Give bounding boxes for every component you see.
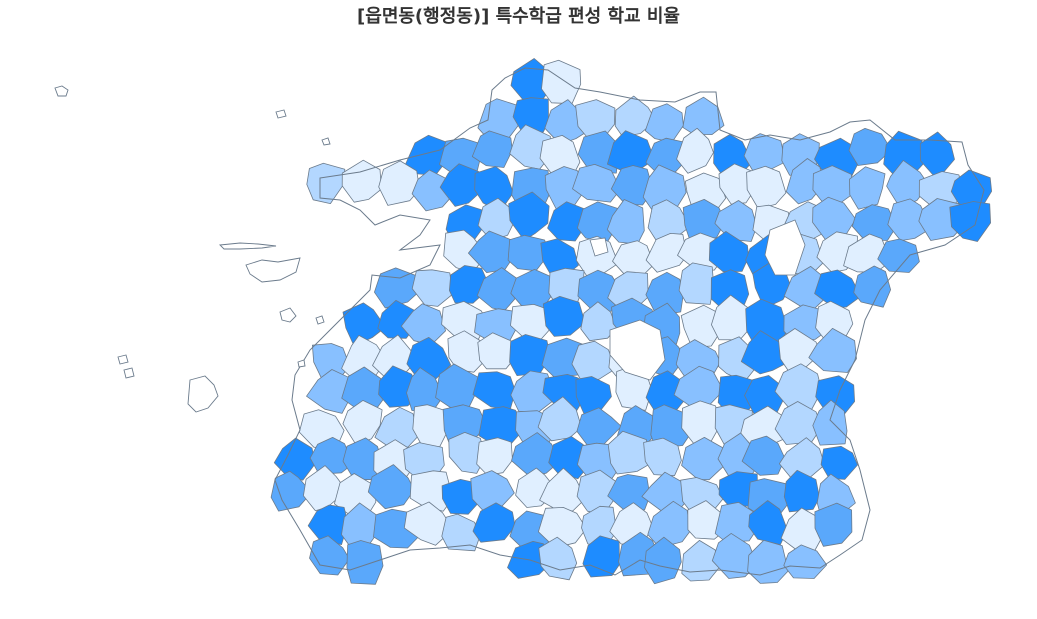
district-region <box>473 503 515 542</box>
island-region <box>298 360 305 367</box>
district-region <box>542 60 581 103</box>
district-region <box>682 437 723 479</box>
district-region <box>683 97 724 134</box>
district-region <box>274 438 315 480</box>
district-region <box>342 160 381 202</box>
island-region <box>280 308 296 322</box>
district-region <box>677 128 714 173</box>
district-region <box>645 104 683 142</box>
district-region <box>543 296 585 336</box>
district-region <box>607 131 654 171</box>
district-region <box>920 132 954 175</box>
district-region <box>510 335 551 376</box>
district-region <box>679 263 714 305</box>
island-region <box>322 138 330 145</box>
island-region <box>276 110 286 118</box>
island-region <box>118 355 128 364</box>
island-layer <box>55 86 330 412</box>
district-region <box>572 341 615 382</box>
island-region <box>124 368 134 378</box>
district-region <box>477 438 513 475</box>
island-region <box>246 258 300 282</box>
district-region <box>821 446 858 479</box>
district-region <box>473 372 515 410</box>
district-region <box>950 202 991 242</box>
district-region <box>748 540 789 583</box>
island-region <box>316 316 324 324</box>
island-region <box>55 86 68 96</box>
region-layer <box>271 59 992 585</box>
district-region <box>607 200 644 245</box>
district-region <box>784 545 827 579</box>
district-region <box>815 503 852 546</box>
island-region <box>188 376 218 412</box>
district-region <box>747 166 786 208</box>
district-region <box>412 270 453 307</box>
district-region <box>347 541 383 585</box>
district-region <box>307 163 345 203</box>
district-region <box>850 167 886 209</box>
island-region <box>220 243 276 249</box>
